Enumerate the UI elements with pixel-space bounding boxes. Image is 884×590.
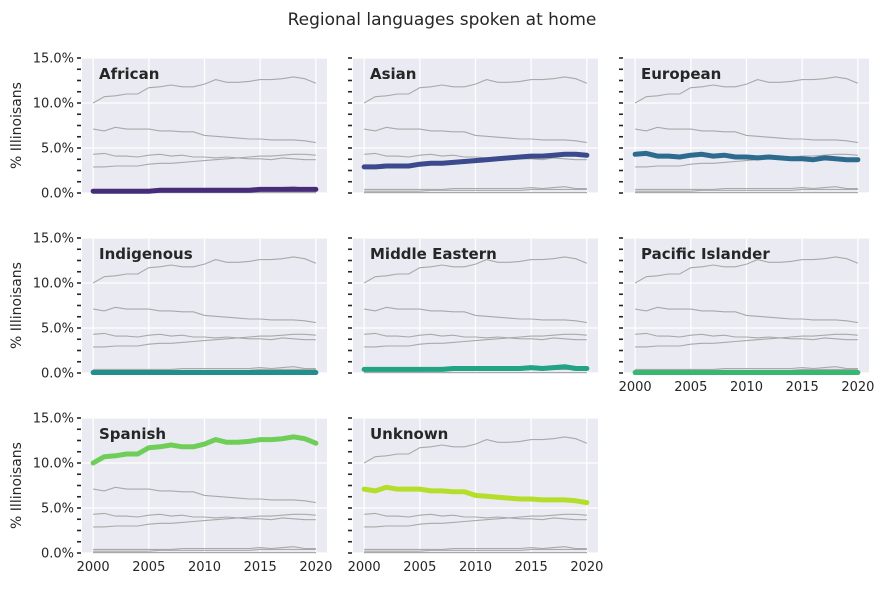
x-tick-label: 2020 <box>841 380 874 395</box>
panel-title: Indigenous <box>99 245 193 263</box>
background-series-line <box>93 126 316 144</box>
y-axis-label: % Illinoisans <box>9 262 25 349</box>
background-series-line <box>364 306 587 324</box>
panel-european: European <box>619 57 869 194</box>
y-tick-label: 5.0% <box>41 322 74 337</box>
panel-spanish: Spanish 0.0% 5.0% 10.0% 15.0% % Illinoisans 20… <box>9 412 332 576</box>
background-series-line <box>93 546 316 550</box>
background-series-line <box>92 256 317 284</box>
background-series-line <box>93 513 316 528</box>
panel-middle-eastern: Middle Eastern <box>348 237 598 374</box>
background-series-line <box>363 76 588 104</box>
x-tick-label: 2005 <box>132 560 165 575</box>
y-tick-label: 15.0% <box>33 412 74 427</box>
panel-indigenous: Indigenous 0.0% 5.0% 10.0% 15.0% % Illinoisan… <box>9 232 327 382</box>
series-line-asian <box>361 151 590 170</box>
x-tick-label: 2010 <box>188 560 221 575</box>
series-line-unknown <box>361 484 590 506</box>
y-axis-label: % Illinoisans <box>9 82 25 169</box>
background-series-line <box>364 333 587 348</box>
series-line-african <box>90 186 319 194</box>
panel-title: Spanish <box>99 425 166 443</box>
x-tick-label: 2020 <box>570 560 603 575</box>
y-tick-label: 15.0% <box>33 232 74 247</box>
background-series-line <box>93 548 316 552</box>
background-series-line <box>364 332 587 341</box>
background-series-line <box>635 126 858 144</box>
y-tick-label: 5.0% <box>41 142 74 157</box>
panel-title: Pacific Islander <box>641 245 770 263</box>
background-series-line <box>364 512 587 521</box>
y-tick-label: 15.0% <box>33 52 74 67</box>
panel-title: European <box>641 65 721 83</box>
panel-pacific-islander: Pacific Islander 2000 2005 2010 2015 2020 <box>619 237 874 395</box>
panel-title: African <box>99 65 159 83</box>
y-tick-label: 10.0% <box>33 457 74 472</box>
x-tick-label: 2000 <box>77 560 110 575</box>
y-tick-label: 10.0% <box>33 277 74 292</box>
panel-unknown: Unknown 2000 2005 2010 2015 2020 <box>348 417 603 575</box>
y-tick-label: 5.0% <box>41 502 74 517</box>
background-series-line <box>364 126 587 144</box>
background-series-line <box>635 188 858 192</box>
background-series-line <box>635 306 858 324</box>
background-series-line <box>93 333 316 348</box>
background-series-line <box>634 76 859 104</box>
panel-african: African 0.0% 5.0% 10.0% 15.0% % Illinoisans <box>9 52 327 202</box>
background-series-line <box>635 332 858 341</box>
background-series-line <box>363 256 588 284</box>
x-tick-label: 2005 <box>403 560 436 575</box>
x-tick-label: 2010 <box>459 560 492 575</box>
panel-title: Unknown <box>370 425 448 443</box>
background-series-line <box>635 186 858 190</box>
x-tick-label: 2000 <box>619 380 652 395</box>
y-axis-label: % Illinoisans <box>9 442 25 529</box>
y-tick-label: 0.0% <box>41 547 74 562</box>
background-series-line <box>363 436 588 464</box>
y-tick-label: 0.0% <box>41 187 74 202</box>
y-tick-label: 10.0% <box>33 97 74 112</box>
background-series-line <box>635 366 858 370</box>
background-series-line <box>93 486 316 504</box>
y-tick-label: 0.0% <box>41 367 74 382</box>
panel-title: Middle Eastern <box>370 245 497 263</box>
background-series-line <box>635 153 858 168</box>
panel-asian: Asian <box>348 57 598 194</box>
background-series-line <box>93 366 316 370</box>
background-series-line <box>93 153 316 168</box>
background-series-line <box>93 152 316 161</box>
x-tick-label: 2015 <box>786 380 819 395</box>
x-tick-label: 2000 <box>348 560 381 575</box>
x-tick-label: 2015 <box>244 560 277 575</box>
x-tick-label: 2015 <box>515 560 548 575</box>
figure-title: Regional languages spoken at home <box>288 10 597 30</box>
background-series-line <box>93 306 316 324</box>
series-line-spanish <box>90 434 319 466</box>
background-series-line <box>92 76 317 104</box>
background-series-line <box>364 513 587 528</box>
background-series-line <box>364 186 587 190</box>
x-tick-label: 2005 <box>674 380 707 395</box>
x-tick-label: 2020 <box>299 560 332 575</box>
x-tick-label: 2010 <box>730 380 763 395</box>
panel-title: Asian <box>370 65 416 83</box>
series-line-european <box>632 150 861 163</box>
background-series-line <box>364 188 587 192</box>
background-series-line <box>93 512 316 521</box>
background-series-line <box>364 548 587 552</box>
series-line-middle-eastern <box>361 364 590 372</box>
background-series-line <box>93 332 316 341</box>
background-series-line <box>364 152 587 161</box>
background-series-line <box>635 333 858 348</box>
background-series-line <box>634 256 859 284</box>
background-series-line <box>364 546 587 550</box>
